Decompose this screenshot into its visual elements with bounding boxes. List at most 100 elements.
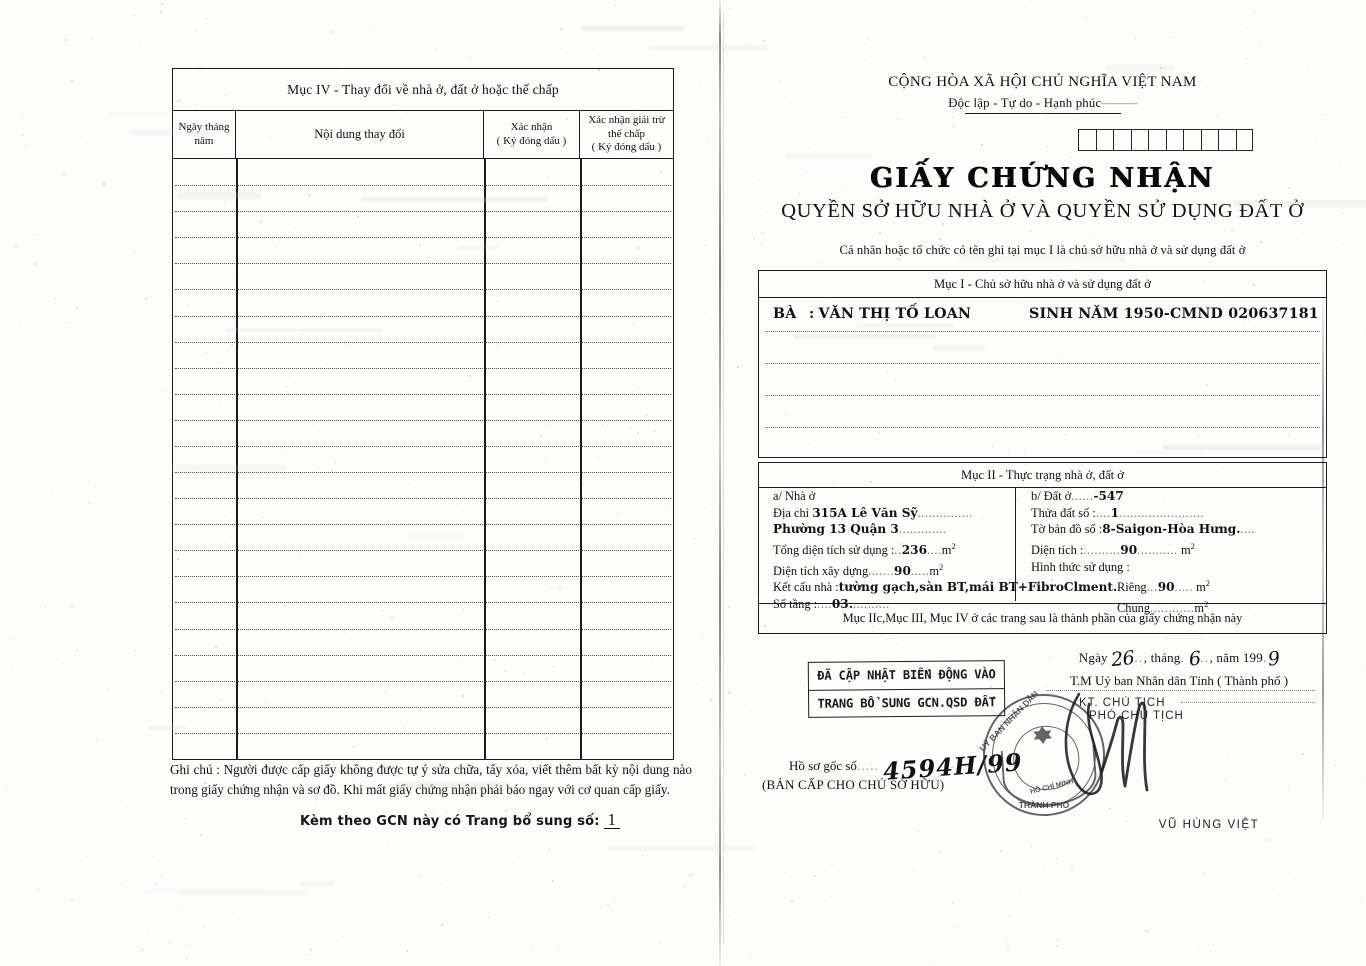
table-row-divider: [175, 237, 671, 239]
table-row-divider: [175, 393, 671, 395]
house-built-area-row: Diện tích xây dựng.......90.....m2: [773, 561, 944, 578]
table-row-divider: [175, 185, 671, 187]
column-header-content: Nội dung thay đổi: [236, 111, 484, 158]
certificate-subtitle: QUYỀN SỞ HỮU NHÀ Ở VÀ QUYỀN SỬ DỤNG ĐẤT …: [781, 200, 1304, 222]
section-ii-heading: Mục II - Thực trạng nhà ở, đất ở: [759, 463, 1326, 488]
column-divider-2: [484, 159, 486, 759]
table-row-divider: [175, 576, 671, 578]
section-ii-land-column: b/ Đất ở......-547 Thửa đất số :....1...…: [1031, 488, 1319, 617]
update-stamp: ĐÃ CẬP NHẬT BIẾN ĐỘNG VÀO TRANG BỔ SUNG …: [807, 660, 1006, 718]
land-section-extra: -547: [1093, 489, 1124, 503]
land-area-label: Diện tích :: [1031, 542, 1084, 557]
table-row-divider: [175, 498, 671, 500]
owner-separator: :: [809, 306, 815, 322]
signer-name: VŨ HÙNG VIỆT: [1158, 818, 1260, 831]
copy-note: (BẢN CẤP CHO CHỦ SỞ HỮU): [762, 777, 945, 792]
table-row-divider: [175, 445, 671, 447]
column-divider-3: [580, 159, 582, 759]
house-address-value: 315A Lê Văn Sỹ: [812, 505, 918, 520]
national-motto: Độc lập - Tự do - Hạnh phúc———: [948, 96, 1138, 110]
section-i-box: Mục I - Chủ sở hữu nhà ở và sử dụng đất …: [758, 270, 1327, 458]
land-parcel-value: 1: [1110, 505, 1120, 520]
table-row-divider: [175, 654, 671, 656]
serial-box[interactable]: [1148, 129, 1166, 151]
serial-box[interactable]: [1165, 129, 1183, 151]
serial-box[interactable]: [1095, 129, 1113, 151]
section-i-heading: Mục I - Chủ sở hữu nhà ở và sử dụng đất …: [759, 271, 1326, 298]
section-i-blank-line: [765, 427, 1320, 428]
land-shared-unit: m: [1194, 600, 1205, 615]
file-record-label: Hồ sơ gốc số: [789, 758, 857, 773]
table-row-divider: [175, 706, 671, 708]
attachment-value: 1: [604, 811, 621, 830]
section-ii-footer-note: Mục IIc,Mục III, Mục IV ở các trang sau …: [759, 603, 1326, 633]
signature-dotted-line: [1047, 690, 1315, 691]
signature-block: Ngày 26.., tháng. 6.., năm 199.9 T.M Uỷ …: [1029, 646, 1329, 689]
muc-iv-table: Mục IV - Thay đổi về nhà ở, đất ở hoặc t…: [172, 68, 674, 760]
year-prefix: , năm 199: [1209, 650, 1263, 665]
column-header-date: Ngày tháng năm: [173, 111, 236, 158]
house-address-line2: Phường 13 Quận 3: [773, 522, 899, 537]
serial-box[interactable]: [1130, 129, 1148, 151]
table-row-divider: [175, 732, 671, 734]
land-area-row: Diện tích :..........90........... m2: [1031, 540, 1195, 557]
land-shared-label: Chung: [1117, 600, 1151, 615]
table-row-divider: [175, 680, 671, 682]
land-map-label: Tờ bản đồ số :: [1031, 522, 1103, 537]
land-private-row: Riêng...90..... m2: [1117, 578, 1211, 595]
date-year-digit: 9: [1266, 647, 1281, 671]
left-page: Mục IV - Thay đổi về nhà ở, đất ở hoặc t…: [170, 68, 692, 830]
house-structure-label: Kết cấu nhà :: [773, 580, 839, 595]
land-private-label: Riêng: [1117, 580, 1147, 595]
serial-box[interactable]: [1200, 129, 1218, 151]
seal-text-top: UỶ BAN NHÂN DÂN: [977, 688, 1041, 754]
house-built-area-label: Diện tích xây dựng: [773, 563, 869, 578]
muc-iv-title: Mục IV - Thay đổi về nhà ở, đất ở hoặc t…: [173, 69, 673, 111]
table-row-divider: [175, 211, 671, 213]
column-header-confirm: Xác nhận ( Ký đóng dấu ): [484, 111, 580, 158]
house-structure-row: Kết cấu nhà :tường gạch,sàn BT,mái BT+Fi…: [773, 579, 1117, 596]
section-i-blank-line: [765, 331, 1320, 332]
serial-box[interactable]: [1218, 129, 1236, 151]
land-section-label-row: b/ Đất ở......-547: [1031, 489, 1124, 503]
land-section-label: b/ Đất ở: [1031, 489, 1072, 503]
owner-salutation: BÀ: [773, 306, 797, 322]
land-private-unit: m: [1196, 580, 1206, 595]
section-i-owner-row: BÀ : VĂN THỊ TỐ LOAN SINH NĂM 1950-CMND …: [759, 298, 1326, 330]
table-row-divider: [175, 289, 671, 291]
column-divider-1: [236, 159, 238, 759]
update-stamp-line-1: ĐÃ CẬP NHẬT BIẾN ĐỘNG VÀO: [817, 667, 996, 683]
table-row-divider: [175, 472, 671, 474]
serial-box[interactable]: [1078, 129, 1096, 151]
land-map-value: 8-Saigon-Hòa Hưng.: [1102, 522, 1241, 537]
land-area-value: 90: [1120, 542, 1138, 557]
table-row-divider: [175, 263, 671, 265]
house-section-label: a/ Nhà ở: [773, 489, 816, 503]
page-fold-line: [719, 0, 721, 966]
file-record-row: Hồ sơ gốc số..... 4594H/99: [789, 747, 1024, 786]
owner-name: VĂN THỊ TỐ LOAN: [818, 306, 972, 322]
update-stamp-line-2: TRANG BỔ SUNG GCN.QSD ĐẤT: [809, 688, 1005, 718]
month-prefix: , tháng: [1143, 650, 1181, 665]
land-map-row: Tờ bản đồ số :8-Saigon-Hòa Hưng.....: [1031, 522, 1256, 537]
land-usage-label: Hình thức sử dụng :: [1031, 559, 1130, 574]
certificate-note: Cá nhân hoặc tổ chức có tên ghi tại mục …: [839, 243, 1246, 257]
house-built-area-value: 90: [894, 563, 911, 578]
serial-box[interactable]: [1113, 129, 1131, 151]
certificate-title: GIẤY CHỨNG NHẬN: [870, 163, 1215, 194]
house-structure-value: tường gạch,sàn BT,mái BT+FibroClment.: [838, 580, 1118, 595]
table-row-divider: [175, 524, 671, 526]
muc-iv-header-row: Ngày tháng năm Nội dung thay đổi Xác nhậ…: [173, 111, 673, 159]
house-total-area-unit: m: [941, 542, 952, 557]
date-prefix: Ngày: [1078, 650, 1108, 665]
section-ii-house-column: a/ Nhà ở Địa chỉ 315A Lê Văn Sỹ.........…: [773, 488, 1117, 612]
page-edge-right: [1322, 300, 1324, 820]
serial-box[interactable]: [1235, 129, 1253, 151]
column-header-mortgage-release: Xác nhận giải trừ thế chấp ( Ký đóng dấu…: [588, 114, 665, 154]
table-row-divider: [175, 628, 671, 630]
date-day: 26: [1110, 646, 1136, 672]
serial-number-boxes[interactable]: [1078, 129, 1253, 151]
country-name: CỘNG HÒA XÃ HỘI CHỦ NGHĨA VIỆT NAM: [888, 74, 1197, 90]
serial-box[interactable]: [1183, 129, 1201, 151]
